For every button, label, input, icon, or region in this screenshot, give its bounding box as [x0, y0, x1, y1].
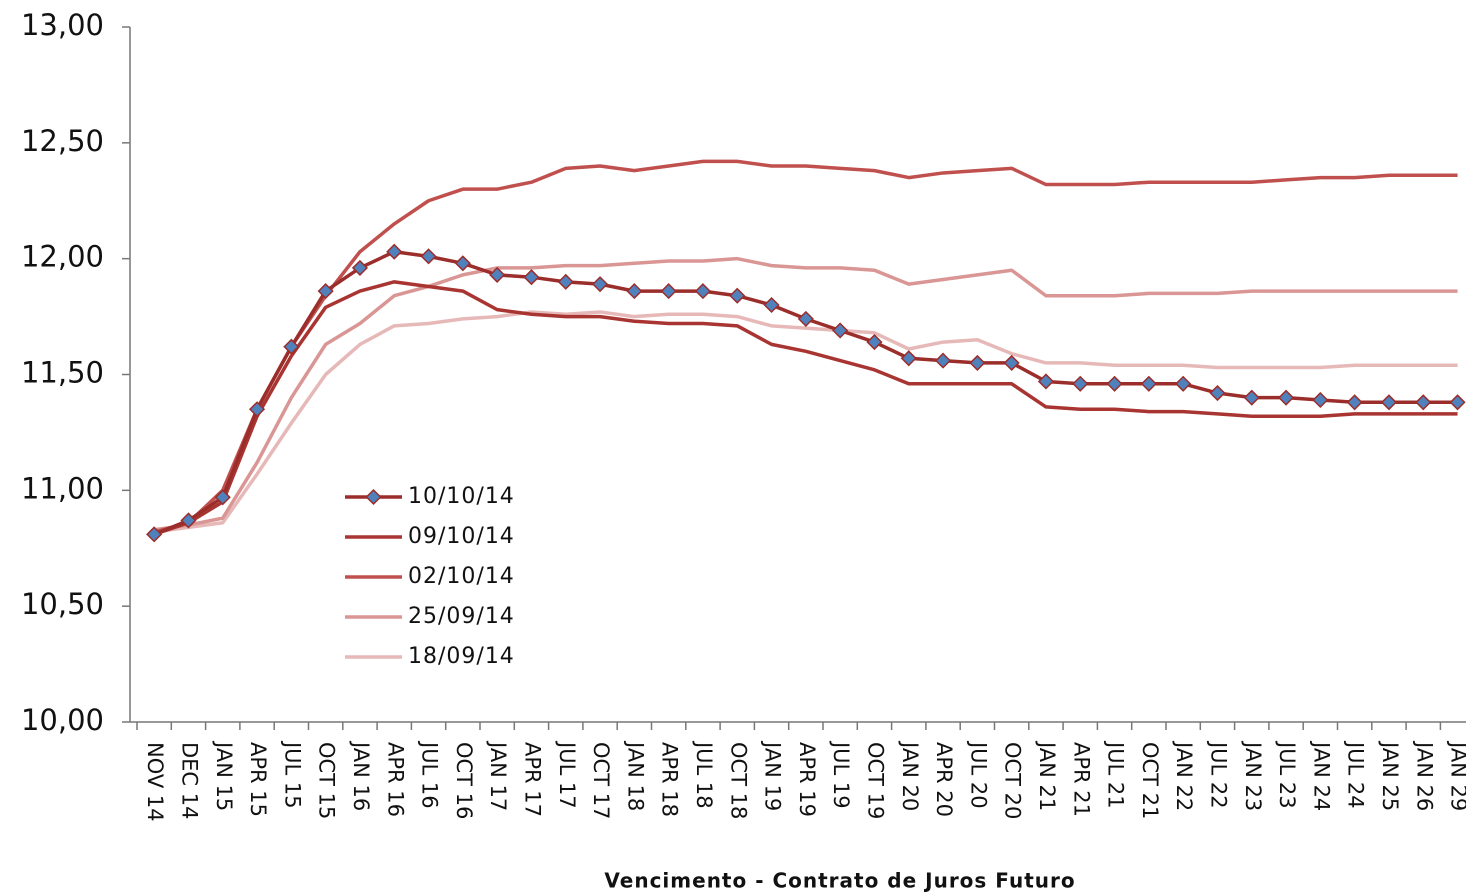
data-point [900, 350, 917, 367]
data-point [1312, 391, 1329, 409]
series-line [153, 256, 1458, 532]
data-point [1140, 375, 1157, 392]
y-tick-label: 12,00 [21, 240, 104, 274]
legend-label: 09/10/14 [408, 524, 515, 549]
legend-label: 25/09/14 [408, 604, 515, 629]
series-line [153, 310, 1458, 534]
x-tick-label: OCT 20 [1001, 742, 1025, 819]
legend-label: 10/10/14 [408, 484, 515, 509]
x-tick-label: JAN 20 [898, 740, 922, 811]
data-point [557, 273, 574, 290]
x-tick-label: OCT 16 [452, 742, 476, 819]
x-tick-label: JAN 18 [623, 740, 647, 811]
x-tick-label: OCT 21 [1138, 742, 1162, 819]
data-point [729, 287, 746, 304]
data-point [454, 255, 471, 272]
x-tick-label: JAN 24 [1309, 740, 1333, 811]
y-tick-label: 10,50 [21, 587, 104, 621]
data-point [1380, 394, 1398, 411]
legend-marker [365, 488, 382, 506]
data-point [1209, 384, 1226, 402]
data-point [283, 338, 300, 355]
x-tick-label: JUL 19 [829, 740, 853, 809]
data-point [317, 283, 334, 300]
data-point [1449, 394, 1466, 411]
x-tick-label: DEC 14 [177, 742, 201, 820]
y-tick-label: 11,50 [21, 356, 104, 390]
legend-label: 02/10/14 [408, 564, 515, 589]
x-axis-title: Vencimento - Contrato de Juros Futuro [604, 869, 1075, 892]
series-line [153, 280, 1458, 537]
x-tick-label: JUL 24 [1344, 740, 1368, 809]
data-point [1346, 394, 1363, 411]
x-tick-label: OCT 18 [726, 742, 750, 819]
x-tick-label: OCT 19 [863, 742, 887, 819]
y-tick-label: 10,00 [21, 703, 104, 737]
x-tick-label: JUL 20 [966, 740, 990, 809]
y-tick-label: 13,00 [21, 8, 104, 42]
x-tick-label: APR 17 [520, 742, 544, 817]
x-tick-label: JUL 15 [280, 740, 304, 809]
x-tick-label: APR 15 [246, 742, 270, 817]
data-point [832, 322, 849, 339]
data-point [351, 259, 369, 276]
data-point [1175, 375, 1192, 392]
data-point [1243, 389, 1260, 406]
x-tick-label: JAN 26 [1412, 740, 1436, 811]
data-point [763, 296, 780, 314]
data-point [1277, 389, 1295, 406]
x-tick-label: JUL 22 [1206, 740, 1230, 809]
data-point [1415, 394, 1432, 411]
x-tick-label: JAN 23 [1241, 740, 1265, 811]
x-tick-label: OCT 17 [589, 742, 613, 819]
data-point [626, 283, 643, 300]
data-point [797, 310, 814, 327]
data-point [694, 283, 712, 300]
y-tick-label: 11,00 [21, 471, 104, 505]
data-point [248, 401, 266, 418]
x-tick-label: JAN 21 [1035, 740, 1059, 811]
x-tick-label: APR 21 [1069, 742, 1093, 817]
data-point [1003, 354, 1020, 371]
x-tick-label: JAN 29 [1447, 740, 1466, 811]
data-point [489, 266, 506, 283]
x-tick-label: JUL 18 [692, 740, 716, 809]
series-line [153, 159, 1458, 534]
x-tick-label: APR 19 [795, 742, 819, 817]
x-tick-label: JUL 16 [418, 740, 442, 809]
x-tick-label: JUL 23 [1275, 740, 1299, 809]
data-point [420, 248, 437, 265]
data-point [866, 334, 883, 351]
data-point [934, 352, 952, 369]
x-tick-label: JAN 15 [212, 740, 236, 811]
data-point [386, 243, 403, 260]
x-tick-label: JUL 21 [1104, 740, 1128, 809]
x-tick-label: JAN 17 [486, 740, 510, 811]
data-point [1072, 375, 1089, 392]
x-tick-label: APR 16 [383, 742, 407, 817]
data-point [146, 526, 163, 543]
x-tick-label: JAN 16 [349, 740, 373, 811]
x-tick-label: NOV 14 [143, 742, 167, 822]
x-tick-label: APR 18 [658, 742, 682, 817]
data-point [523, 269, 540, 286]
legend-label: 18/09/14 [408, 644, 515, 669]
data-point [1106, 375, 1123, 392]
data-point [969, 354, 986, 371]
x-tick-label: OCT 15 [315, 742, 339, 819]
y-tick-label: 12,50 [21, 124, 104, 158]
data-point [214, 489, 231, 506]
data-point [1037, 373, 1055, 390]
data-point [591, 276, 609, 293]
x-tick-label: JAN 25 [1378, 740, 1402, 811]
x-tick-label: JAN 19 [761, 740, 785, 811]
x-tick-label: JUL 17 [555, 740, 579, 809]
data-point [180, 512, 197, 529]
x-tick-label: APR 20 [932, 742, 956, 817]
data-point [660, 283, 677, 300]
x-tick-label: JAN 22 [1172, 740, 1196, 811]
